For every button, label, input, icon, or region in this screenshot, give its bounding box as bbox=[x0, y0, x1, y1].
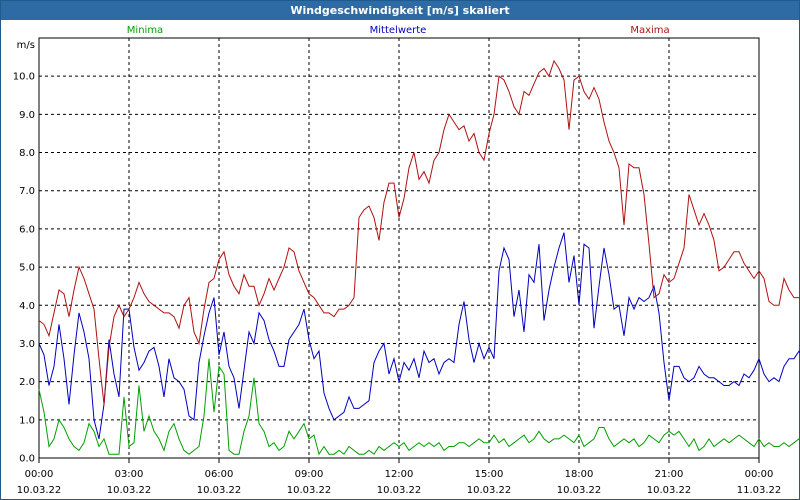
y-tick-label: 5.0 bbox=[19, 263, 35, 274]
x-tick-time: 21:00 bbox=[655, 469, 684, 480]
x-tick-time: 03:00 bbox=[115, 469, 144, 480]
x-tick-time: 18:00 bbox=[565, 469, 594, 480]
series-lines bbox=[38, 59, 800, 456]
y-axis-unit: m/s bbox=[17, 40, 35, 51]
x-tick-time: 00:00 bbox=[745, 469, 774, 480]
legend: Minima Mittelwerte Maxima bbox=[127, 25, 670, 36]
x-tick-date: 10.03.22 bbox=[467, 485, 512, 496]
y-tick-label: 3.0 bbox=[19, 339, 35, 350]
grid-lines bbox=[39, 38, 759, 458]
x-tick-date: 10.03.22 bbox=[17, 485, 62, 496]
legend-mittelwerte: Mittelwerte bbox=[370, 25, 427, 36]
y-tick-label: 8.0 bbox=[19, 148, 35, 159]
x-tick-time: 12:00 bbox=[385, 469, 414, 480]
y-tick-label: 4.0 bbox=[19, 301, 35, 312]
x-tick-date: 10.03.22 bbox=[287, 485, 332, 496]
legend-maxima: Maxima bbox=[630, 25, 669, 36]
x-tick-time: 00:00 bbox=[25, 469, 54, 480]
y-tick-label: 9.0 bbox=[19, 110, 35, 121]
x-tick-time: 15:00 bbox=[475, 469, 504, 480]
x-tick-date: 10.03.22 bbox=[647, 485, 692, 496]
x-tick-time: 09:00 bbox=[295, 469, 324, 480]
series-line-minima bbox=[38, 358, 800, 456]
y-tick-label: 1.0 bbox=[19, 415, 35, 426]
series-line-mittelwerte bbox=[38, 232, 800, 440]
x-tick-date: 10.03.22 bbox=[197, 485, 242, 496]
y-tick-label: 6.0 bbox=[19, 224, 35, 235]
y-axis: 0.0 1.0 2.0 3.0 4.0 5.0 6.0 7.0 8.0 9.0 10.0 m/s bbox=[13, 40, 35, 465]
y-tick-label: 2.0 bbox=[19, 377, 35, 388]
x-tick-date: 10.03.22 bbox=[557, 485, 602, 496]
y-tick-label: 0.0 bbox=[19, 454, 35, 465]
y-tick-label: 10.0 bbox=[13, 72, 35, 83]
x-tick-date: 10.03.22 bbox=[377, 485, 422, 496]
y-tick-label: 7.0 bbox=[19, 186, 35, 197]
legend-minima: Minima bbox=[127, 25, 163, 36]
series-line-maxima bbox=[38, 59, 800, 405]
x-tick-time: 06:00 bbox=[205, 469, 234, 480]
x-tick-date: 11.03.22 bbox=[737, 485, 782, 496]
window-title: Windgeschwindigkeit [m/s] skaliert bbox=[1, 1, 799, 20]
x-tick-date: 10.03.22 bbox=[107, 485, 152, 496]
x-axis: 00:00 10.03.22 03:00 10.03.22 06:00 10.03.22 0… bbox=[17, 458, 782, 496]
